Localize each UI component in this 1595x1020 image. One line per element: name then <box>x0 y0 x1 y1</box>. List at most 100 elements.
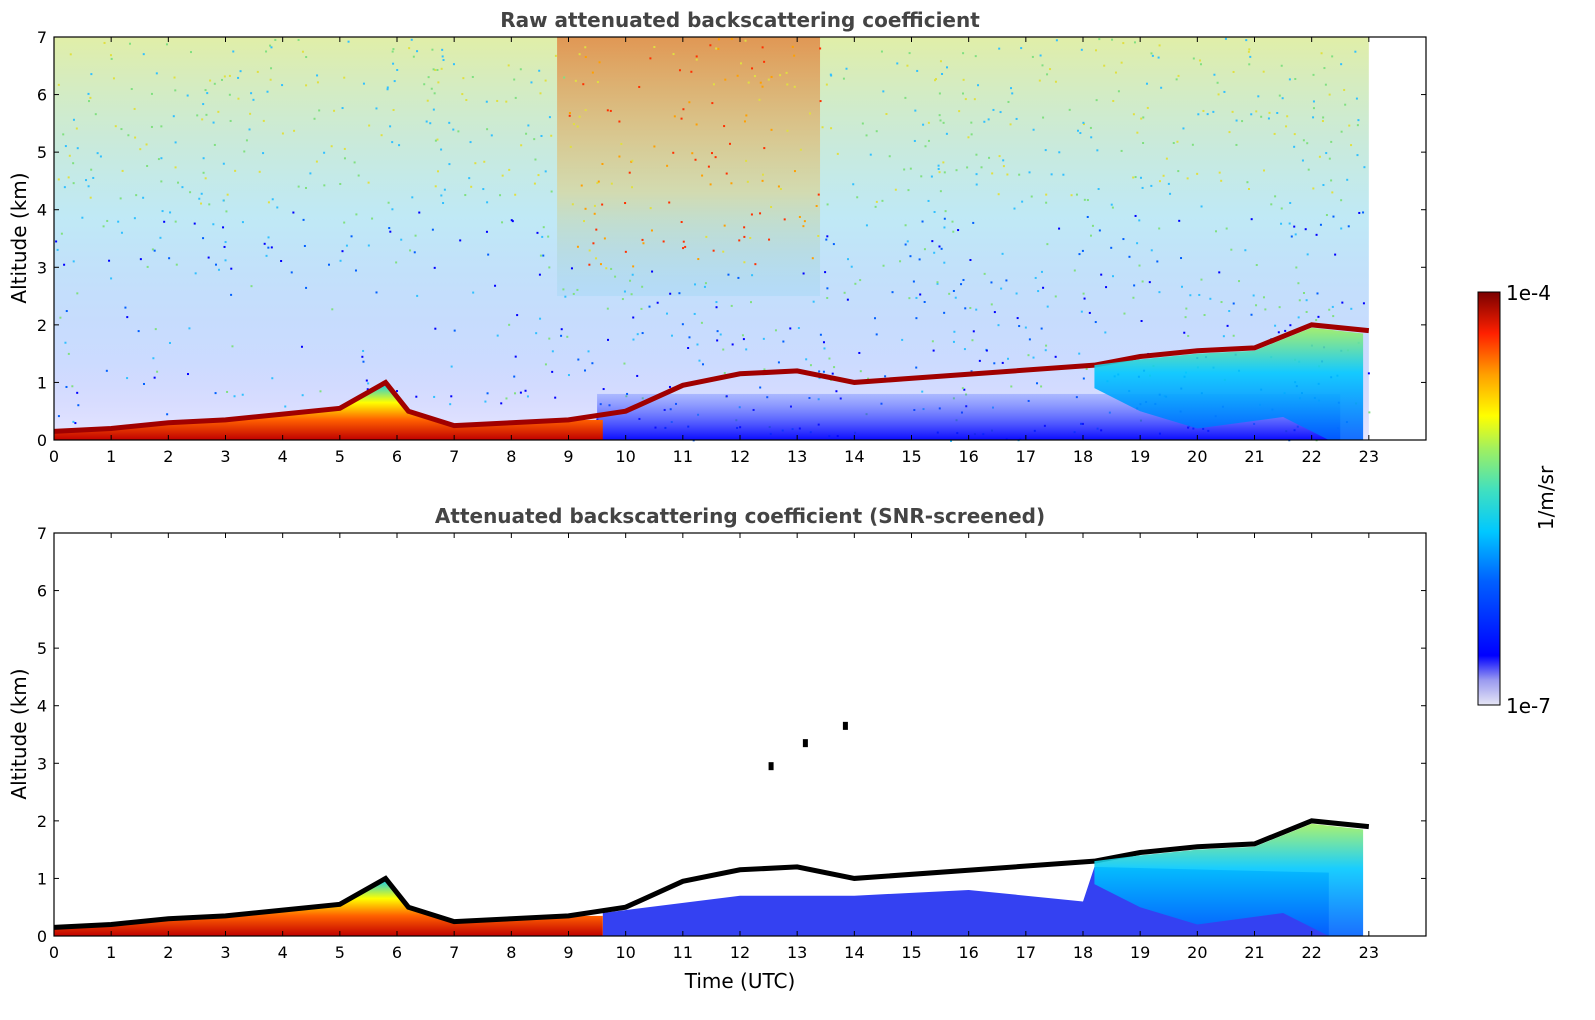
noise-speckle <box>723 224 726 227</box>
noise-speckle <box>87 100 90 103</box>
noise-speckle <box>544 79 547 82</box>
noise-speckle <box>437 170 440 173</box>
noise-speckle <box>990 303 993 306</box>
noise-speckle <box>680 221 683 224</box>
noise-speckle <box>578 53 581 56</box>
noise-speckle <box>214 263 217 266</box>
noise-speckle <box>1189 294 1192 297</box>
noise-speckle <box>623 290 626 293</box>
noise-speckle <box>250 285 253 288</box>
noise-speckle <box>494 284 497 287</box>
y-tick-label: 6 <box>37 582 47 601</box>
noise-speckle <box>413 251 416 254</box>
noise-speckle <box>366 388 369 391</box>
noise-speckle <box>126 316 129 319</box>
noise-speckle <box>819 100 822 103</box>
noise-speckle <box>256 70 259 73</box>
noise-speckle <box>319 390 322 393</box>
x-tick-label: 17 <box>1016 447 1036 466</box>
noise-speckle <box>962 92 965 95</box>
noise-speckle <box>777 361 780 364</box>
noise-speckle <box>934 78 937 81</box>
noise-speckle <box>711 102 714 105</box>
noise-speckle <box>396 68 399 71</box>
noise-speckle <box>159 236 162 239</box>
noise-speckle <box>789 327 792 330</box>
noise-speckle <box>542 226 545 229</box>
noise-speckle <box>174 220 177 223</box>
noise-speckle <box>331 308 334 311</box>
noise-speckle <box>544 170 547 173</box>
noise-speckle <box>551 350 554 353</box>
noise-speckle <box>758 98 761 101</box>
noise-speckle <box>770 205 773 208</box>
noise-speckle <box>548 337 551 340</box>
noise-speckle <box>1037 290 1040 293</box>
noise-speckle <box>1218 171 1221 174</box>
noise-speckle <box>449 403 452 406</box>
noise-speckle <box>198 197 201 200</box>
noise-speckle <box>281 84 284 87</box>
noise-speckle <box>743 235 746 238</box>
noise-speckle <box>165 43 168 46</box>
noise-speckle <box>704 282 707 285</box>
noise-speckle <box>292 211 295 214</box>
noise-speckle <box>1039 54 1042 57</box>
noise-speckle <box>297 38 300 41</box>
noise-speckle <box>1320 52 1323 55</box>
noise-speckle <box>209 79 212 82</box>
noise-speckle <box>99 155 102 158</box>
noise-speckle <box>1358 211 1361 214</box>
noise-speckle <box>793 85 796 88</box>
noise-speckle <box>280 260 283 263</box>
noise-speckle <box>874 205 877 208</box>
noise-speckle <box>496 99 499 102</box>
noise-speckle <box>942 161 945 164</box>
noise-speckle <box>562 288 565 291</box>
noise-speckle <box>641 238 644 241</box>
noise-speckle <box>1183 331 1186 334</box>
noise-speckle <box>909 255 912 258</box>
noise-speckle <box>1097 188 1100 191</box>
noise-speckle <box>265 254 268 257</box>
noise-speckle <box>712 249 715 252</box>
noise-speckle <box>716 339 719 342</box>
noise-speckle <box>1212 110 1215 113</box>
noise-speckle <box>723 372 726 375</box>
isolated-echo <box>768 762 774 771</box>
noise-speckle <box>1362 302 1365 305</box>
noise-speckle <box>391 141 394 144</box>
noise-speckle <box>961 387 964 390</box>
x-axis: 0 1 2 3 4 5 6 7 8 9 10 11 12 13 14 15 16 17 18 19 20 21 22 23 <box>49 533 1379 962</box>
noise-speckle <box>76 292 79 295</box>
noise-speckle <box>999 111 1002 114</box>
noise-speckle <box>270 67 273 70</box>
noise-speckle <box>1341 301 1344 304</box>
noise-speckle <box>1202 109 1205 112</box>
noise-speckle <box>1046 73 1049 76</box>
noise-speckle <box>1306 142 1309 145</box>
noise-speckle <box>1331 191 1334 194</box>
x-tick-label: 10 <box>615 447 635 466</box>
noise-speckle <box>770 75 773 78</box>
noise-speckle <box>1356 154 1359 157</box>
x-tick-label: 0 <box>49 447 59 466</box>
noise-speckle <box>241 393 244 396</box>
noise-speckle <box>146 164 149 167</box>
noise-speckle <box>701 363 704 366</box>
noise-speckle <box>803 220 806 223</box>
noise-speckle <box>1304 228 1307 231</box>
noise-speckle <box>695 58 698 61</box>
noise-speckle <box>1312 116 1315 119</box>
noise-speckle <box>57 178 60 181</box>
noise-speckle <box>505 100 508 103</box>
noise-speckle <box>991 172 994 175</box>
noise-speckle <box>1325 214 1328 217</box>
noise-speckle <box>1284 329 1287 332</box>
noise-speckle <box>709 44 712 47</box>
noise-speckle <box>485 100 488 103</box>
noise-speckle <box>1040 385 1043 388</box>
noise-speckle <box>948 292 951 295</box>
noise-speckle <box>1086 215 1089 218</box>
noise-speckle <box>1020 47 1023 50</box>
